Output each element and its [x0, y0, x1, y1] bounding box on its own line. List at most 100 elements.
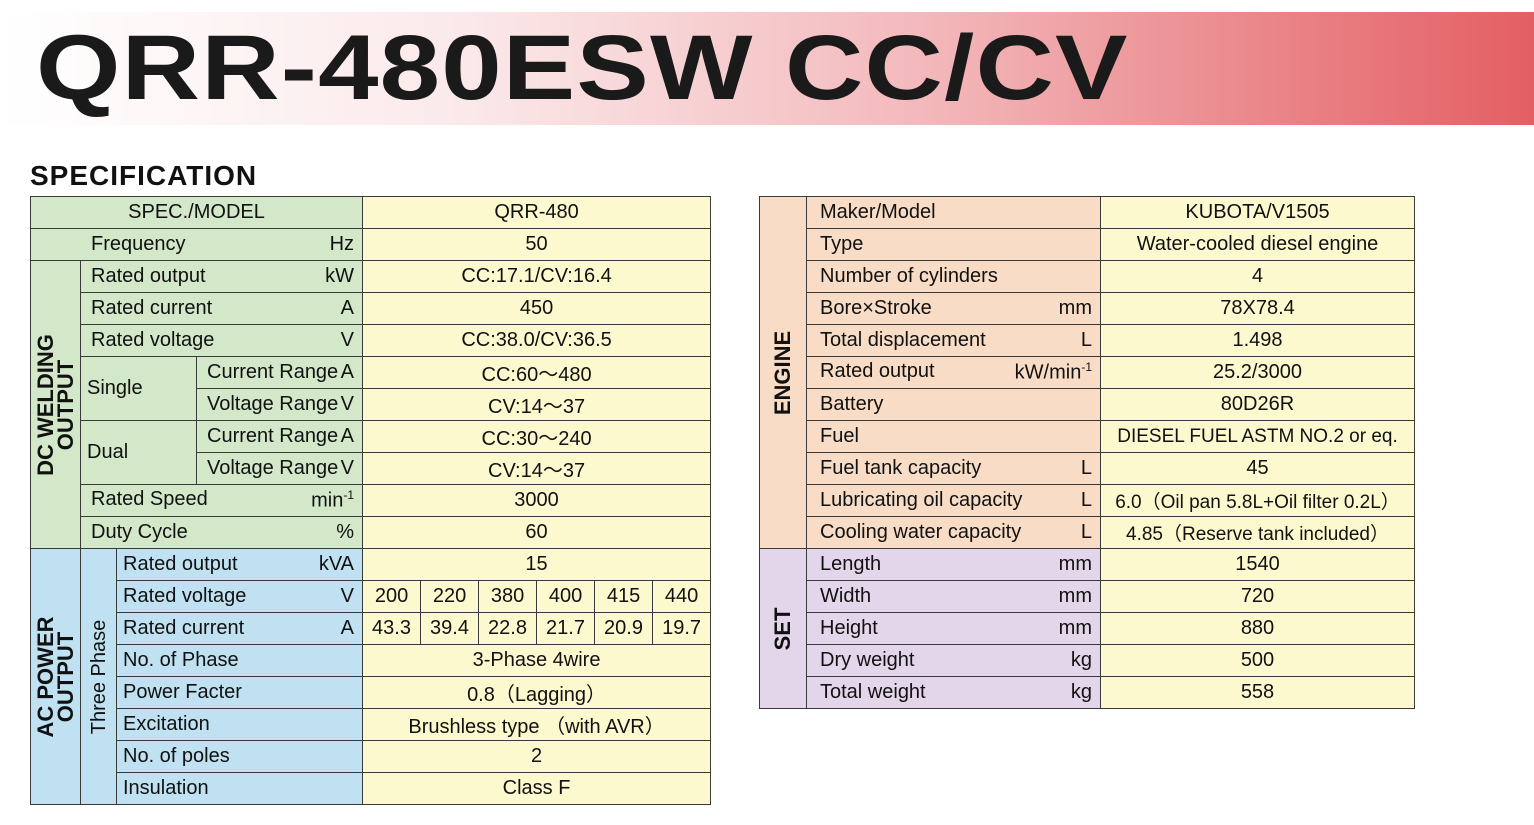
excitation-label: Excitation: [115, 708, 364, 741]
phase-value: 3-Phase 4wire: [362, 644, 712, 677]
set-row: Total weight kg 558: [760, 676, 1415, 709]
set-item-unit: mm: [1058, 617, 1092, 639]
dual-label: Dual: [80, 420, 197, 485]
single-voltage-row: Voltage Range V CV:14～37: [31, 388, 712, 421]
frequency-unit: Hz: [329, 233, 355, 255]
right-spec-table: ENGINE Maker/Model KUBOTA/V1505 Type Water-c…: [759, 196, 1415, 709]
dc-rated-voltage-row: Rated voltage V CC:38.0/CV:36.5: [31, 324, 712, 357]
poles-row: No. of poles 2: [31, 740, 712, 773]
dc-rated-output-label: Rated output: [91, 265, 206, 287]
set-item-value: 558: [1100, 676, 1415, 709]
ac-rated-current-row: Rated current A 43.3 39.4 22.8 21.7 20.9 …: [31, 612, 712, 645]
engine-item-label: Total displacement: [820, 329, 986, 351]
frequency-row: Frequency Hz 50: [29, 228, 712, 261]
ac-rated-voltage-label: Rated voltage: [123, 585, 247, 607]
insulation-row: Insulation Class F: [31, 772, 712, 805]
engine-item-value: 4: [1100, 260, 1415, 293]
duty-cycle-unit: %: [336, 521, 355, 543]
engine-item-label: Fuel: [820, 425, 859, 447]
insulation-value: Class F: [362, 772, 712, 805]
engine-item-value: 25.2/3000: [1100, 356, 1415, 389]
ac-rated-output-value: 15: [362, 548, 712, 581]
single-voltage-range-label: Voltage Range: [207, 393, 339, 415]
dual-voltage-range-label: Voltage Range: [207, 457, 339, 479]
ac-current-cell: 20.9: [594, 612, 654, 645]
engine-item-label: Fuel tank capacity: [820, 457, 982, 479]
rated-speed-value: 3000: [362, 484, 712, 517]
set-item-unit: kg: [1070, 681, 1092, 703]
phase-label: No. of Phase: [115, 644, 364, 677]
engine-item-label: Battery: [820, 393, 884, 415]
engine-row: Rated output kW/min-1 25.2/3000: [760, 356, 1415, 389]
engine-item-unit: L: [1080, 521, 1092, 543]
model-value: QRR-480: [362, 196, 712, 229]
set-item-label: Dry weight: [820, 649, 915, 671]
poles-label: No. of poles: [115, 740, 364, 773]
ac-current-cell: 22.8: [478, 612, 538, 645]
engine-row: Battery 80D26R: [760, 388, 1415, 421]
engine-row: Fuel tank capacity L 45: [760, 452, 1415, 485]
set-row: Dry weight kg 500: [760, 644, 1415, 677]
dc-rated-output-row: DC WELDING OUTPUT Rated output kW CC:17.1…: [30, 260, 712, 549]
title-banner: QRR-480ESW CC/CV: [0, 12, 1534, 125]
rated-speed-label: Rated Speed: [91, 488, 208, 511]
left-spec-table: SPEC./MODEL QRR-480 Frequency Hz 50 DC WE…: [29, 196, 712, 805]
poles-value: 2: [362, 740, 712, 773]
set-item-label: Height: [820, 617, 878, 639]
engine-item-label: Lubricating oil capacity: [820, 489, 1023, 511]
duty-cycle-label: Duty Cycle: [91, 521, 188, 543]
single-current-range-unit: A: [340, 361, 355, 383]
engine-group-label: ENGINE: [759, 196, 807, 549]
dual-current-row: Dual Current Range A CC:30～240: [31, 420, 712, 485]
set-item-unit: kg: [1070, 649, 1092, 671]
spec-model-label: SPEC./MODEL: [29, 196, 364, 229]
dual-voltage-range-unit: V: [340, 457, 355, 479]
rated-speed-unit: min: [311, 489, 344, 512]
set-item-label: Length: [820, 553, 882, 575]
ac-voltage-cell: 440: [652, 580, 712, 613]
dc-rated-output-value: CC:17.1/CV:16.4: [362, 260, 712, 293]
engine-row: Bore×Stroke mm 78X78.4: [760, 292, 1415, 325]
engine-item-value: 45: [1100, 452, 1415, 485]
engine-row: Type Water-cooled diesel engine: [760, 228, 1415, 261]
ac-voltage-cell: 400: [536, 580, 596, 613]
set-item-value: 500: [1100, 644, 1415, 677]
single-current-range-label: Current Range: [207, 361, 339, 383]
engine-item-value: 6.0（Oil pan 5.8L+Oil filter 0.2L）: [1100, 484, 1415, 517]
engine-item-unit: mm: [1058, 297, 1092, 319]
single-voltage-range-unit: V: [340, 393, 355, 415]
set-row: SET Length mm 1540: [759, 548, 1415, 709]
three-phase-label: Three Phase: [80, 548, 117, 805]
set-row: Width mm 720: [760, 580, 1415, 613]
ac-rated-current-label: Rated current: [123, 617, 245, 639]
single-label: Single: [80, 356, 197, 421]
set-item-label: Total weight: [820, 681, 926, 703]
power-factor-row: Power Facter 0.8（Lagging）: [31, 676, 712, 709]
engine-item-value: DIESEL FUEL ASTM NO.2 or eq.: [1100, 420, 1415, 453]
excitation-row: Excitation Brushless type （with AVR）: [31, 708, 712, 741]
page-title: QRR-480ESW CC/CV: [36, 17, 1129, 119]
ac-rated-current-unit: A: [340, 617, 355, 639]
set-item-value: 1540: [1100, 548, 1415, 581]
set-item-value: 720: [1100, 580, 1415, 613]
single-current-range-value: CC:60～480: [362, 356, 712, 389]
ac-current-cell: 43.3: [362, 612, 422, 645]
engine-row: ENGINE Maker/Model KUBOTA/V1505: [759, 196, 1415, 549]
excitation-value: Brushless type （with AVR）: [362, 708, 712, 741]
dc-rated-current-row: Rated current A 450: [31, 292, 712, 325]
engine-item-unit: L: [1080, 329, 1092, 351]
dual-current-range-unit: A: [340, 425, 355, 447]
set-item-unit: mm: [1058, 585, 1092, 607]
dual-voltage-range-value: CV:14～37: [362, 452, 712, 485]
ac-voltage-cell: 220: [420, 580, 480, 613]
single-current-row: Single Current Range A CC:60～480: [31, 356, 712, 421]
engine-item-value: Water-cooled diesel engine: [1100, 228, 1415, 261]
engine-item-unit: L: [1080, 489, 1092, 511]
engine-item-value: 1.498: [1100, 324, 1415, 357]
dc-rated-current-value: 450: [362, 292, 712, 325]
single-voltage-range-value: CV:14～37: [362, 388, 712, 421]
phase-row: No. of Phase 3-Phase 4wire: [31, 644, 712, 677]
engine-item-label: Cooling water capacity: [820, 521, 1022, 543]
insulation-label: Insulation: [115, 772, 364, 805]
specification-heading: SPECIFICATION: [30, 160, 258, 191]
